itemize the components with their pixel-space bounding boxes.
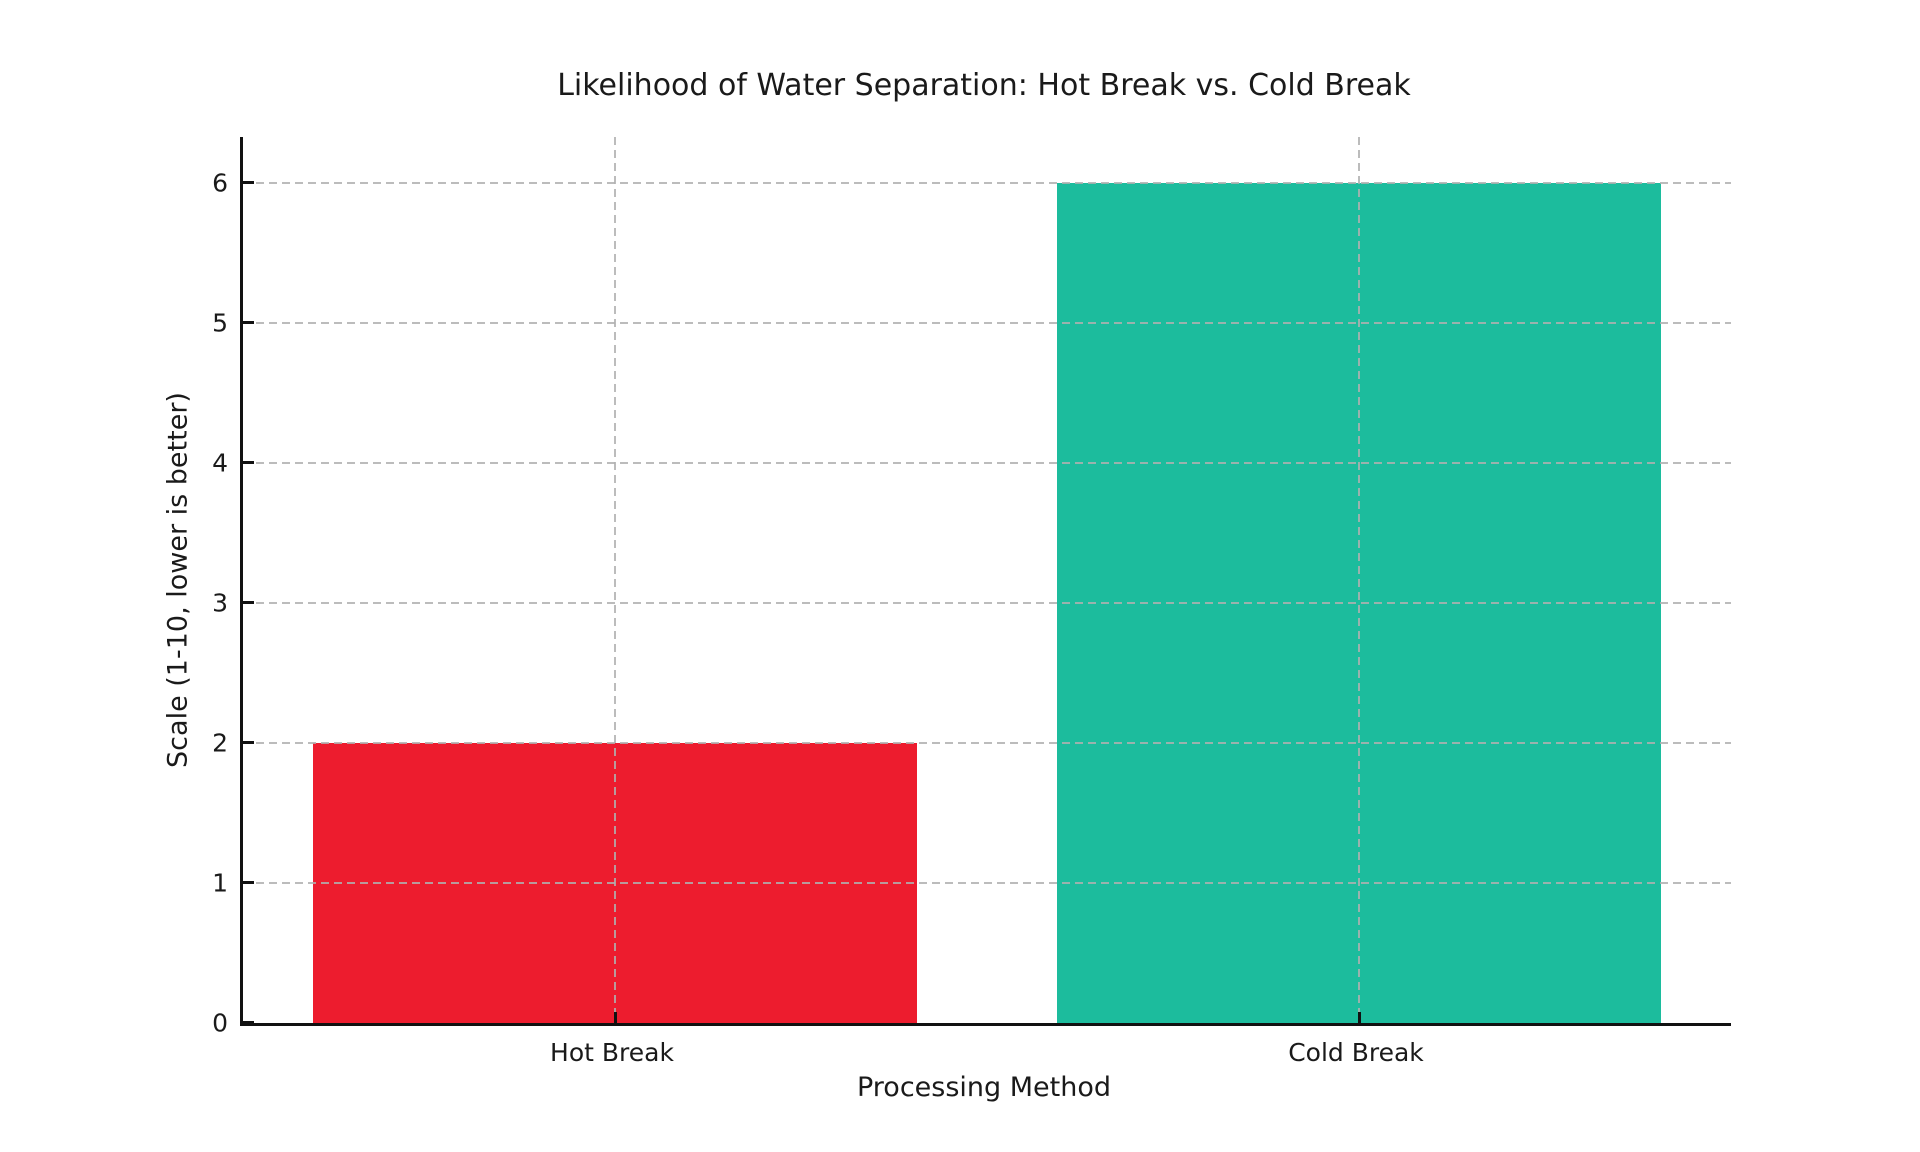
v-gridline-cold-break <box>1358 137 1360 1023</box>
v-gridline-hot-break <box>614 137 616 1023</box>
h-gridline-6 <box>243 182 1731 184</box>
y-tick-mark-3 <box>243 601 254 604</box>
y-tick-label-3: 3 <box>212 588 228 618</box>
h-gridline-2 <box>243 742 1731 744</box>
y-tick-mark-5 <box>243 321 254 324</box>
h-gridline-5 <box>243 322 1731 324</box>
x-tick-label-cold-break: Cold Break <box>1288 1038 1424 1067</box>
y-tick-mark-4 <box>243 461 254 464</box>
y-tick-label-4: 4 <box>212 448 228 478</box>
h-gridline-1 <box>243 882 1731 884</box>
y-tick-label-2: 2 <box>212 728 228 758</box>
y-tick-mark-0 <box>243 1021 254 1024</box>
y-tick-label-6: 6 <box>212 168 228 198</box>
h-gridline-4 <box>243 462 1731 464</box>
y-tick-mark-1 <box>243 881 254 884</box>
x-tick-label-hot-break: Hot Break <box>550 1038 674 1067</box>
y-tick-mark-2 <box>243 741 254 744</box>
plot-area <box>240 137 1731 1026</box>
y-tick-mark-6 <box>243 181 254 184</box>
y-tick-label-1: 1 <box>212 868 228 898</box>
chart-title: Likelihood of Water Separation: Hot Brea… <box>557 68 1411 103</box>
y-tick-label-0: 0 <box>212 1008 228 1038</box>
x-axis-label: Processing Method <box>856 1072 1112 1103</box>
x-tick-mark-hot-break <box>614 1012 617 1023</box>
x-tick-mark-cold-break <box>1358 1012 1361 1023</box>
y-tick-label-5: 5 <box>212 308 228 338</box>
h-gridline-3 <box>243 602 1731 604</box>
